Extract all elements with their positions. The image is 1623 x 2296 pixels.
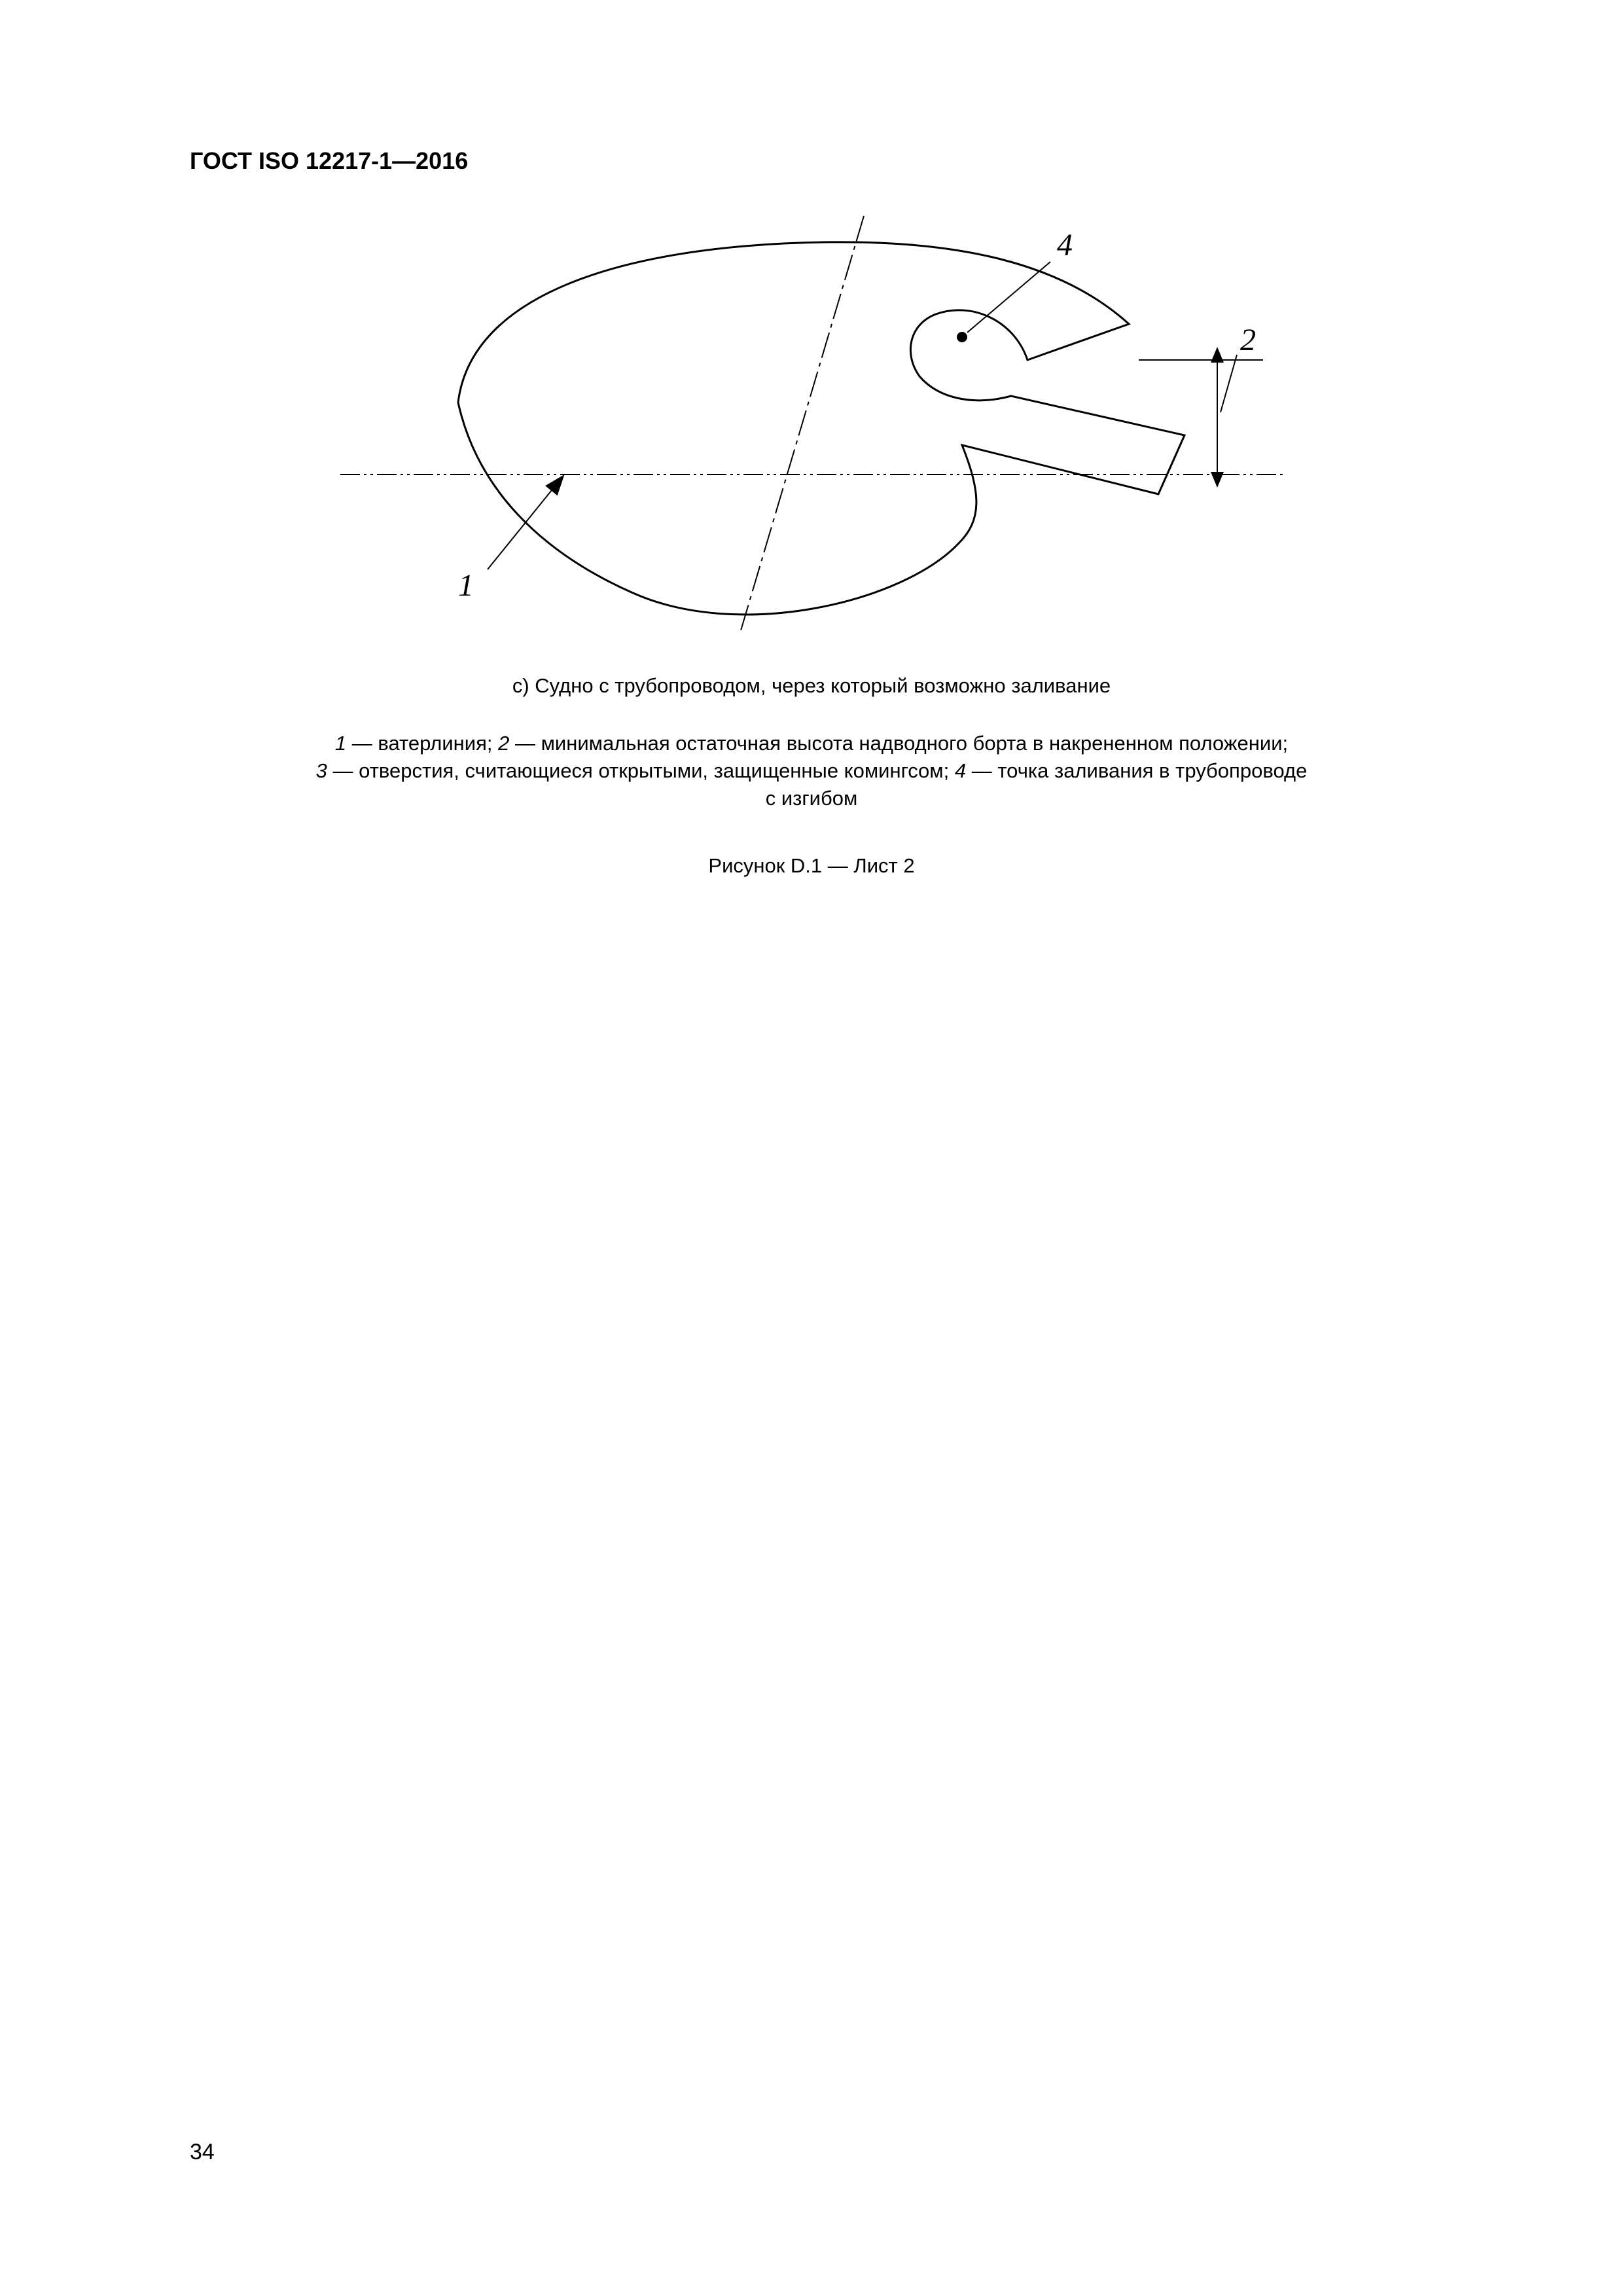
- figure-sub-caption: с) Судно с трубопроводом, через который …: [0, 674, 1623, 698]
- legend-1-text-b: — минимальная остаточная высота надводно…: [509, 732, 1288, 755]
- leader-4: [967, 262, 1050, 332]
- legend-2-text-b: — точка заливания в трубопроводе: [966, 759, 1307, 782]
- legend-2-text-a: — отверстия, считающиеся открытыми, защи…: [327, 759, 955, 782]
- label-4: 4: [1057, 228, 1073, 262]
- label-2: 2: [1240, 323, 1256, 357]
- legend-4-num: 4: [955, 759, 966, 782]
- figure-title: Рисунок D.1 — Лист 2: [0, 854, 1623, 878]
- hull-outline: [458, 242, 1185, 615]
- legend-2-num: 2: [498, 732, 509, 755]
- document-header: ГОСТ ISO 12217-1—2016: [190, 147, 468, 175]
- downflood-point: [957, 332, 967, 342]
- label-1: 1: [458, 568, 474, 603]
- legend-3-text: с изгибом: [766, 787, 858, 810]
- legend-3-num: 3: [316, 759, 327, 782]
- centerline: [740, 216, 864, 635]
- figure-legend: 1 — ватерлиния; 2 — минимальная остаточн…: [0, 730, 1623, 812]
- page: ГОСТ ISO 12217-1—2016: [0, 0, 1623, 2296]
- legend-1-text-a: — ватерлиния;: [346, 732, 498, 755]
- leader-2: [1221, 355, 1237, 412]
- page-number: 34: [190, 2140, 215, 2165]
- figure-diagram: 4 2 1: [321, 203, 1302, 661]
- legend-1-num: 1: [335, 732, 346, 755]
